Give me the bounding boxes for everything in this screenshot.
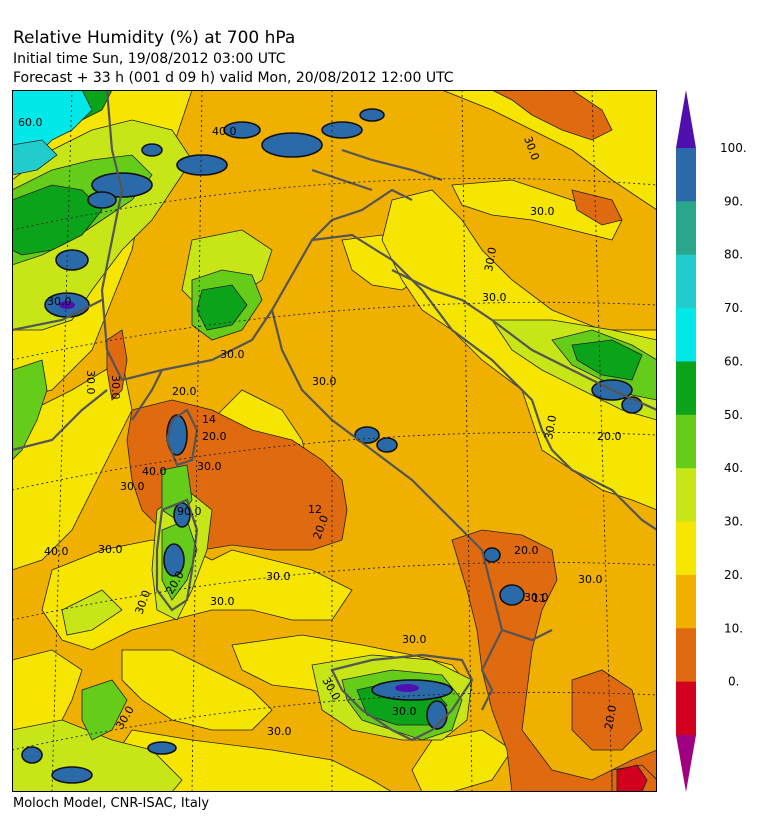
contour-label: 11 xyxy=(532,592,546,605)
legend-swatch xyxy=(676,468,696,523)
contour-label: 12 xyxy=(308,503,322,516)
legend-label: 30. xyxy=(724,515,743,529)
contour-label: 40.0 xyxy=(44,545,69,558)
contour-label: 30.0 xyxy=(542,414,559,440)
contour-label: 30.0 xyxy=(120,480,145,493)
contour-label: 30.0 xyxy=(392,705,417,718)
legend-label: 50. xyxy=(724,408,743,422)
legend-swatch xyxy=(676,201,696,256)
humidity-zone-80-90 xyxy=(12,139,58,176)
legend-swatch xyxy=(676,148,696,202)
contour-label: 30.0 xyxy=(267,725,292,738)
contour-label: 30.0 xyxy=(47,295,72,308)
legend-swatch xyxy=(676,308,696,362)
humidity-map: 60.0 40.0 30.0 30.0 30.0 30.0 20.0 14 20… xyxy=(12,90,657,792)
contour-label: 30.0 xyxy=(482,291,507,304)
legend-label: 100. xyxy=(720,141,747,155)
contour-label: 14 xyxy=(202,413,216,426)
contour-label: 20.0 xyxy=(602,704,619,730)
legend-label: 40. xyxy=(724,461,743,475)
contour-label: 30.0 xyxy=(98,543,123,556)
contour-label: 30.0 xyxy=(197,460,222,473)
legend-swatch xyxy=(676,254,696,309)
legend-label: 20. xyxy=(724,568,743,582)
legend-swatch xyxy=(676,361,696,416)
map-title: Relative Humidity (%) at 700 hPa xyxy=(13,28,296,48)
color-legend: 100. 90. 80. 70. 60. 50. 40. 30. 20. 10.… xyxy=(676,90,747,792)
legend-over-arrow xyxy=(676,90,696,148)
contour-label: 30.0 xyxy=(312,375,337,388)
contour-label: 30.0 xyxy=(524,591,549,604)
legend-label: 70. xyxy=(724,301,743,315)
contour-label: 40.0 xyxy=(212,125,237,138)
contour-labels: 60.0 40.0 30.0 30.0 30.0 30.0 20.0 14 20… xyxy=(18,116,622,738)
contour-label: 30.0 xyxy=(266,570,291,583)
map-frame xyxy=(12,90,657,792)
contour-label: 30.0 xyxy=(210,595,235,608)
initial-time-text: Initial time Sun, 19/08/2012 03:00 UTC xyxy=(13,51,286,67)
model-credit: Moloch Model, CNR-ISAC, Italy xyxy=(13,796,210,811)
legend-under-arrow xyxy=(676,735,696,792)
contour-label: 20.0 xyxy=(597,430,622,443)
contour-label: 20.0 xyxy=(172,385,197,398)
legend-swatch xyxy=(676,681,696,736)
contour-label: 30.0 xyxy=(530,205,555,218)
contour-label: 20.0 xyxy=(202,430,227,443)
legend-label: 90. xyxy=(724,194,743,208)
coastlines xyxy=(12,90,657,742)
graticule xyxy=(12,90,657,792)
forecast-valid-text: Forecast + 33 h (001 d 09 h) valid Mon, … xyxy=(13,70,454,86)
contour-label: 60.0 xyxy=(18,116,43,129)
legend-swatch xyxy=(676,628,696,683)
high-humidity-cells xyxy=(21,108,643,784)
contour-label: 40.0 xyxy=(142,465,167,478)
legend-label: 60. xyxy=(724,354,743,368)
contour-label: 30.0 xyxy=(109,375,122,400)
legend-swatch xyxy=(676,521,696,576)
legend-label: 10. xyxy=(724,621,743,635)
humidity-zone-0-10 xyxy=(616,764,648,792)
highest-humidity-cores xyxy=(59,301,419,692)
contour-label: 30.0 xyxy=(84,370,97,395)
contour-label: 30.0 xyxy=(402,633,427,646)
contour-label: 20.0 xyxy=(514,544,539,557)
legend-swatch xyxy=(676,414,696,469)
contour-label: 90.0 xyxy=(177,505,202,518)
contour-label: 30.0 xyxy=(482,246,499,272)
contour-label: 30.0 xyxy=(578,573,603,586)
legend-label: 80. xyxy=(724,248,743,262)
contour-label: 30.0 xyxy=(220,348,245,361)
legend-label: 0. xyxy=(728,675,739,689)
legend-swatch xyxy=(676,574,696,629)
